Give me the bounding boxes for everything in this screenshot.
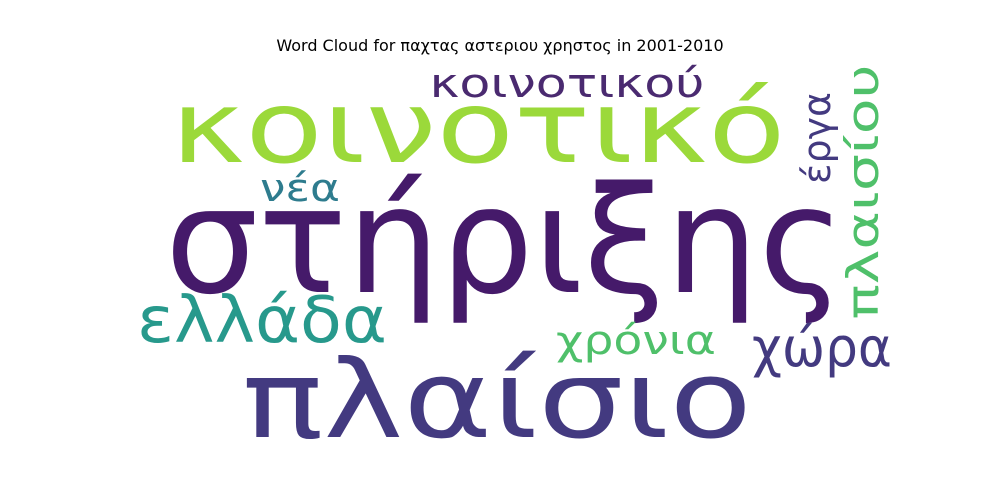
word-1: στήριξης [165,155,845,327]
word-10: έργα [795,92,839,184]
word-2: κοινοτικό [171,69,786,186]
word-3: πλαίσιο [242,338,752,463]
word-6: πλαισίου [838,65,889,320]
word-8: χρόνια [556,318,716,364]
word-5: κοινοτικού [430,61,705,107]
word-7: χώρα [752,316,892,379]
word-9: νέα [260,166,340,210]
word-4: ελλάδα [137,284,387,358]
chart-title: Word Cloud for παχτας αστεριου χρηστος i… [276,36,724,55]
